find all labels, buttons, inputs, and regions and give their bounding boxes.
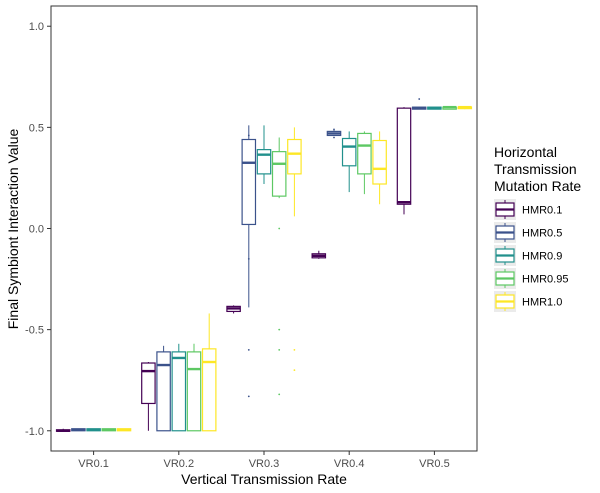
outlier-point (278, 393, 281, 396)
legend-item-label: HMR0.95 (522, 274, 568, 286)
y-tick-label: -0.5 (25, 325, 44, 337)
legend-item-HMR0.5: HMR0.5 (494, 222, 562, 243)
legend-item-HMR0.9: HMR0.9 (494, 245, 562, 266)
box-HMR0.9-VR0.5 (427, 106, 442, 110)
outlier-point (333, 136, 335, 139)
box-HMR0.5-VR0.2 (156, 345, 171, 432)
box-HMR0.9-VR0.2 (171, 343, 187, 432)
box-HMR1.0-VR0.5 (457, 105, 473, 110)
legend-item-label: HMR0.1 (522, 205, 562, 217)
legend-title-line-2: Transmission (494, 161, 577, 177)
box-body (186, 351, 202, 432)
box-HMR0.95-VR0.3 (271, 137, 287, 396)
box-HMR0.9-VR0.1 (86, 428, 101, 432)
box-HMR0.95-VR0.2 (186, 343, 202, 432)
outlier-point (247, 134, 250, 137)
box-body (201, 348, 217, 432)
box-HMR0.9-VR0.4 (341, 131, 357, 193)
box-HMR0.95-VR0.5 (442, 105, 457, 110)
box-HMR0.5-VR0.1 (71, 428, 86, 432)
plot-area (55, 98, 473, 432)
outlier-point (247, 257, 250, 260)
box-HMR0.9-VR0.3 (256, 125, 272, 184)
box-body (341, 137, 357, 167)
box-HMR0.1-VR0.5 (396, 107, 412, 215)
box-HMR1.0-VR0.2 (201, 313, 217, 432)
box-body (271, 151, 287, 197)
outlier-point (247, 395, 250, 398)
outlier-point (293, 348, 296, 351)
x-tick-label: VR0.1 (78, 458, 109, 470)
y-tick-label: 0.5 (29, 122, 44, 134)
x-tick-label: VR0.2 (164, 458, 195, 470)
box-body (256, 149, 272, 175)
x-tick-label: VR0.4 (334, 458, 365, 470)
box-body (287, 138, 302, 175)
legend: Horizontal Transmission Mutation Rate HM… (494, 144, 581, 312)
box-body (396, 107, 412, 205)
legend-item-label: HMR0.5 (522, 228, 562, 240)
box-HMR1.0-VR0.3 (287, 127, 302, 371)
box-HMR0.5-VR0.4 (326, 128, 342, 139)
outlier-point (278, 328, 281, 331)
y-axis-label: Final Symbiont Interaction Value (5, 129, 21, 330)
box-HMR0.1-VR0.2 (141, 362, 156, 431)
y-tick-label: -1.0 (25, 426, 44, 438)
legend-title-line-1: Horizontal (494, 144, 557, 160)
outlier-point (333, 128, 335, 131)
box-HMR0.5-VR0.5 (411, 98, 427, 110)
box-HMR0.1-VR0.4 (311, 250, 327, 259)
legend-item-label: HMR0.9 (522, 251, 562, 263)
x-tick-label: VR0.3 (249, 458, 280, 470)
box-body (357, 132, 372, 175)
outlier-point (278, 348, 281, 351)
box-HMR1.0-VR0.1 (116, 428, 132, 432)
box-HMR0.5-VR0.3 (241, 125, 257, 398)
box-body (241, 138, 257, 226)
legend-title-line-3: Mutation Rate (494, 178, 581, 194)
box-HMR0.95-VR0.4 (357, 131, 372, 195)
y-tick-label: 1.0 (29, 21, 44, 33)
box-body (156, 351, 171, 432)
box-HMR0.1-VR0.3 (226, 305, 241, 314)
outlier-point (293, 369, 296, 371)
outlier-point (247, 348, 250, 351)
box-body (171, 351, 187, 432)
box-body (372, 139, 387, 185)
legend-item-label: HMR1.0 (522, 297, 562, 309)
legend-item-HMR0.95: HMR0.95 (494, 268, 568, 289)
box-HMR0.95-VR0.1 (101, 428, 117, 432)
x-axis: VR0.1 VR0.2 VR0.3 VR0.4 VR0.5 (78, 451, 450, 470)
outlier-point (418, 98, 421, 100)
outlier-point (278, 227, 281, 230)
legend-item-HMR0.1: HMR0.1 (494, 199, 562, 220)
y-axis: 1.0 0.5 0.0 -0.5 -1.0 (25, 21, 51, 438)
legend-items: HMR0.1 HMR0.5 HMR0.9 HMR0.95 HMR1.0 (494, 199, 568, 312)
box-body (141, 362, 156, 405)
y-tick-label: 0.0 (29, 224, 44, 236)
box-HMR1.0-VR0.4 (372, 131, 387, 205)
x-tick-label: VR0.5 (419, 458, 450, 470)
legend-item-HMR1.0: HMR1.0 (494, 291, 562, 312)
box-HMR0.1-VR0.1 (55, 428, 71, 432)
x-axis-label: Vertical Transmission Rate (181, 471, 347, 487)
